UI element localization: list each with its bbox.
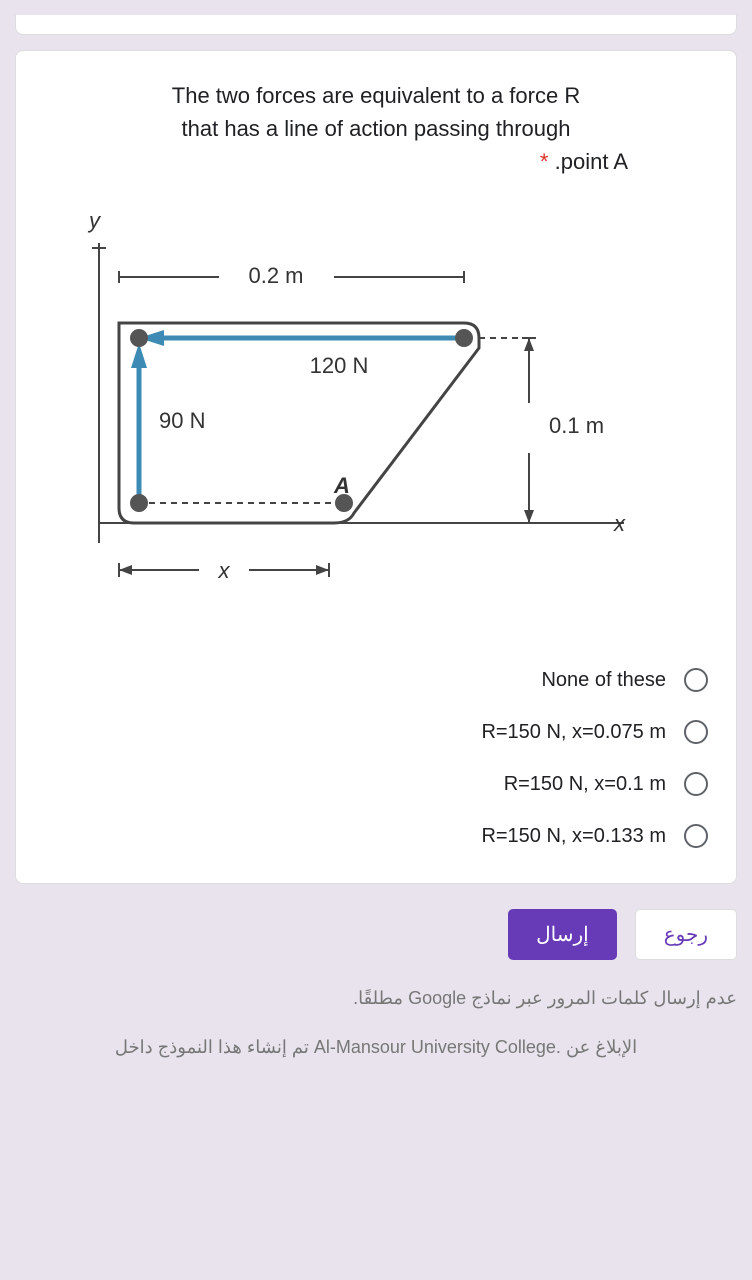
diagram-container: y x 0.2 m 120 N 90 N: [44, 203, 708, 623]
required-asterisk: *: [540, 149, 549, 174]
question-card: The two forces are equivalent to a force…: [15, 50, 737, 884]
submit-button[interactable]: إرسال: [508, 909, 617, 960]
x-axis-label: x: [613, 511, 626, 536]
question-line3: .point A: [555, 149, 628, 174]
dim-top: 0.2 m: [248, 263, 303, 288]
footer-text: تم إنشاء هذا النموذج داخل Al-Mansour Uni…: [15, 1037, 737, 1058]
prev-card-edge: [15, 15, 737, 35]
option-row[interactable]: R=150 N, x=0.133 m: [44, 814, 708, 858]
question-text: The two forces are equivalent to a force…: [44, 79, 708, 178]
radio-icon[interactable]: [684, 772, 708, 796]
force-h-label: 120 N: [310, 353, 369, 378]
option-label: R=150 N, x=0.075 m: [481, 721, 666, 744]
force-diagram: y x 0.2 m 120 N 90 N: [44, 203, 644, 623]
question-line2: that has a line of action passing throug…: [182, 116, 571, 141]
y-axis-label: y: [87, 208, 102, 233]
dim-right: 0.1 m: [549, 413, 604, 438]
point-a-label: A: [333, 473, 350, 498]
option-label: None of these: [541, 669, 666, 692]
question-line1: The two forces are equivalent to a force…: [172, 83, 580, 108]
radio-icon[interactable]: [684, 720, 708, 744]
option-label: R=150 N, x=0.133 m: [481, 825, 666, 848]
radio-icon[interactable]: [684, 824, 708, 848]
option-row[interactable]: R=150 N, x=0.1 m: [44, 762, 708, 806]
force-v-label: 90 N: [159, 408, 205, 433]
x-dim-label: x: [218, 558, 231, 583]
buttons-row: إرسال رجوع: [15, 909, 737, 960]
option-label: R=150 N, x=0.1 m: [504, 773, 666, 796]
password-disclaimer: عدم إرسال كلمات المرور عبر نماذج Google …: [15, 988, 737, 1009]
option-row[interactable]: None of these: [44, 658, 708, 702]
option-row[interactable]: R=150 N, x=0.075 m: [44, 710, 708, 754]
back-button[interactable]: رجوع: [635, 909, 737, 960]
radio-icon[interactable]: [684, 668, 708, 692]
options-group: None of these R=150 N, x=0.075 m R=150 N…: [44, 658, 708, 858]
